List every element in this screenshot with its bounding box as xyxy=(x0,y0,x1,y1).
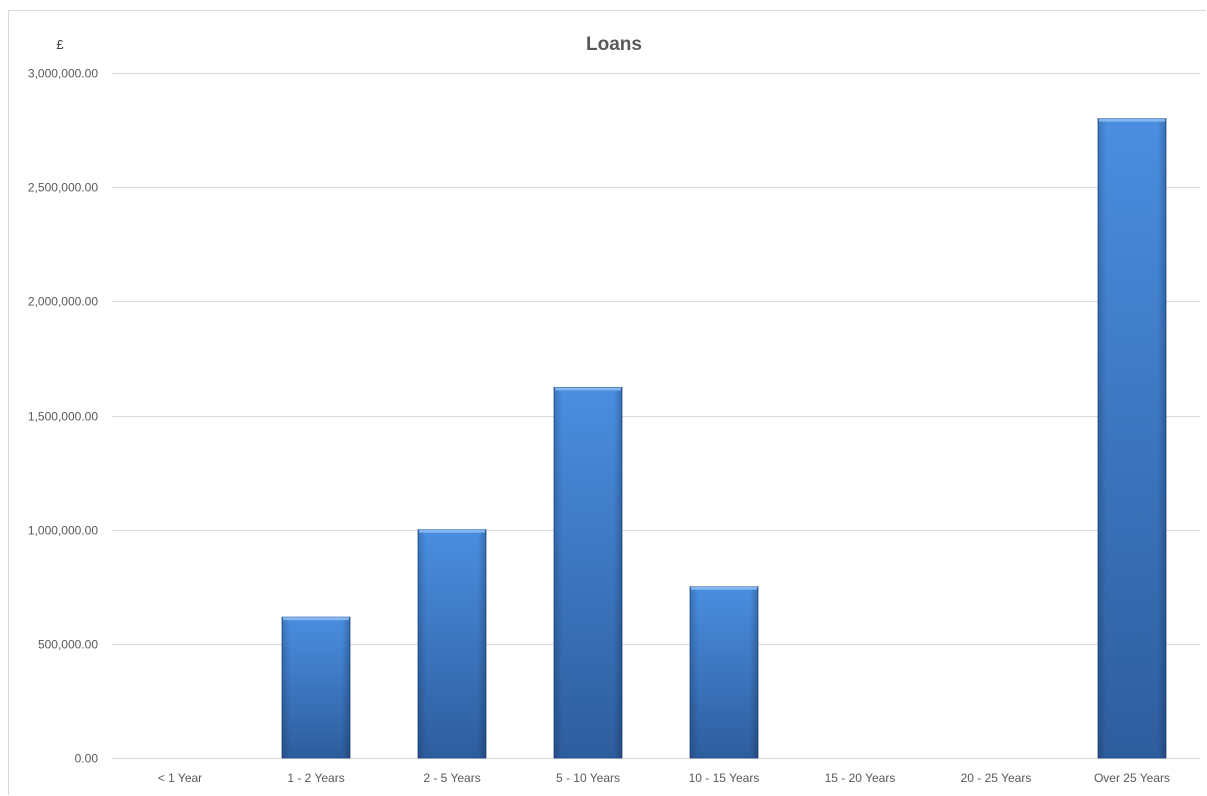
y-tick-label: 2,500,000.00 xyxy=(28,181,98,195)
x-tick-label: 2 - 5 Years xyxy=(423,771,480,785)
chart-frame xyxy=(8,10,1206,795)
bar-highlight xyxy=(555,387,621,391)
bar-highlight xyxy=(419,529,485,533)
bar xyxy=(553,387,623,759)
x-tick-label: 1 - 2 Years xyxy=(287,771,344,785)
bar xyxy=(689,586,759,759)
currency-label: £ xyxy=(56,37,64,52)
bar xyxy=(417,529,487,759)
bar xyxy=(1097,118,1167,759)
x-tick-label: < 1 Year xyxy=(158,771,202,785)
bar-highlight xyxy=(1099,118,1165,122)
bars xyxy=(281,118,1167,759)
bar-shade xyxy=(1098,118,1166,758)
y-tick-label: 2,000,000.00 xyxy=(28,295,98,309)
y-axis-tick-labels: 0.00 500,000.00 1,000,000.00 1,500,000.00 2,… xyxy=(28,67,98,766)
x-tick-label: 5 - 10 Years xyxy=(556,771,620,785)
y-tick-label: 1,000,000.00 xyxy=(28,524,98,538)
x-tick-label: 10 - 15 Years xyxy=(689,771,760,785)
y-tick-label: 0.00 xyxy=(75,752,99,766)
x-axis-tick-labels: < 1 Year 1 - 2 Years 2 - 5 Years 5 - 10 Yea… xyxy=(158,771,1170,785)
chart-title: Loans xyxy=(586,34,642,55)
x-tick-label: 20 - 25 Years xyxy=(961,771,1032,785)
y-tick-label: 3,000,000.00 xyxy=(28,67,98,81)
bar-shade xyxy=(690,586,758,758)
bar-highlight xyxy=(691,586,757,590)
bar-shade xyxy=(282,617,350,758)
y-tick-label: 1,500,000.00 xyxy=(28,410,98,424)
y-tick-label: 500,000.00 xyxy=(38,638,98,652)
bar-highlight xyxy=(283,617,349,621)
bar xyxy=(281,616,351,759)
x-tick-label: 15 - 20 Years xyxy=(825,771,896,785)
bar-shade xyxy=(554,387,622,758)
gridlines xyxy=(112,73,1200,759)
bar-shade xyxy=(418,529,486,758)
x-tick-label: Over 25 Years xyxy=(1094,771,1170,785)
